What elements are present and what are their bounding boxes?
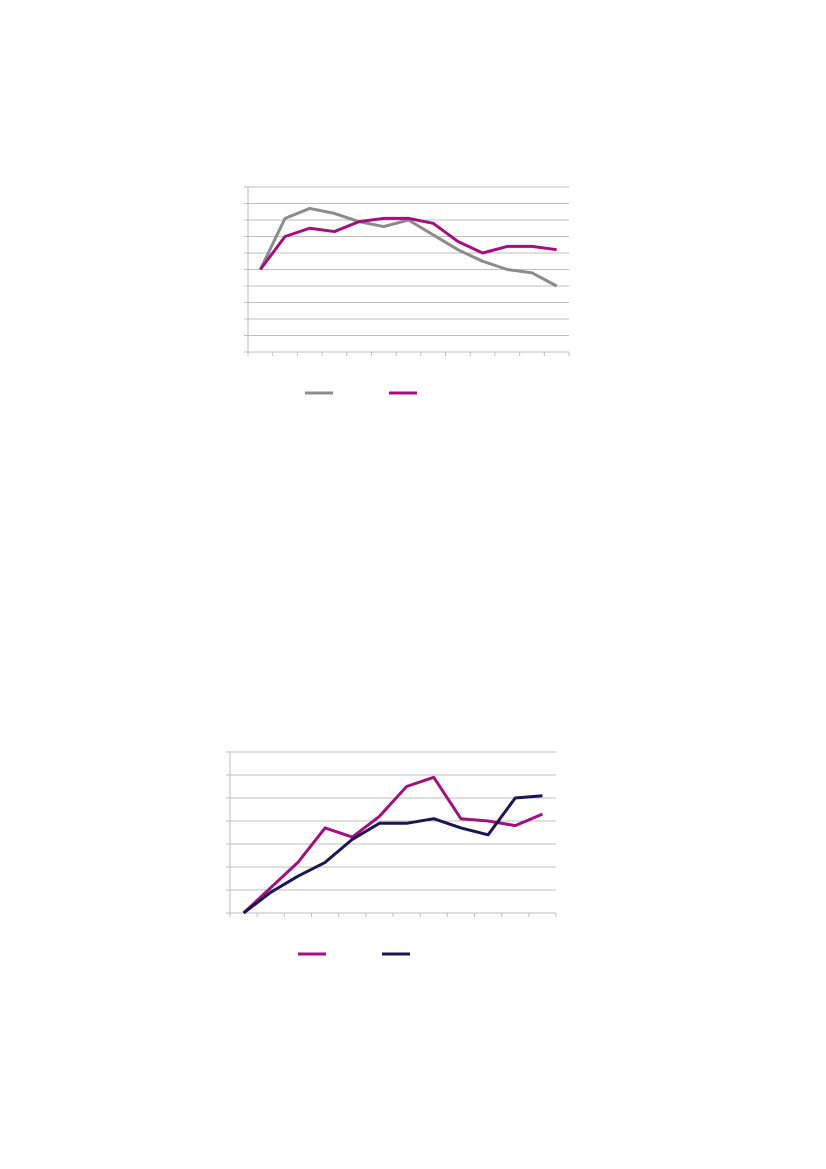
series-line: [258, 206, 558, 288]
series-line: [259, 216, 557, 271]
series-line: [242, 794, 543, 915]
series-line: [242, 775, 544, 915]
